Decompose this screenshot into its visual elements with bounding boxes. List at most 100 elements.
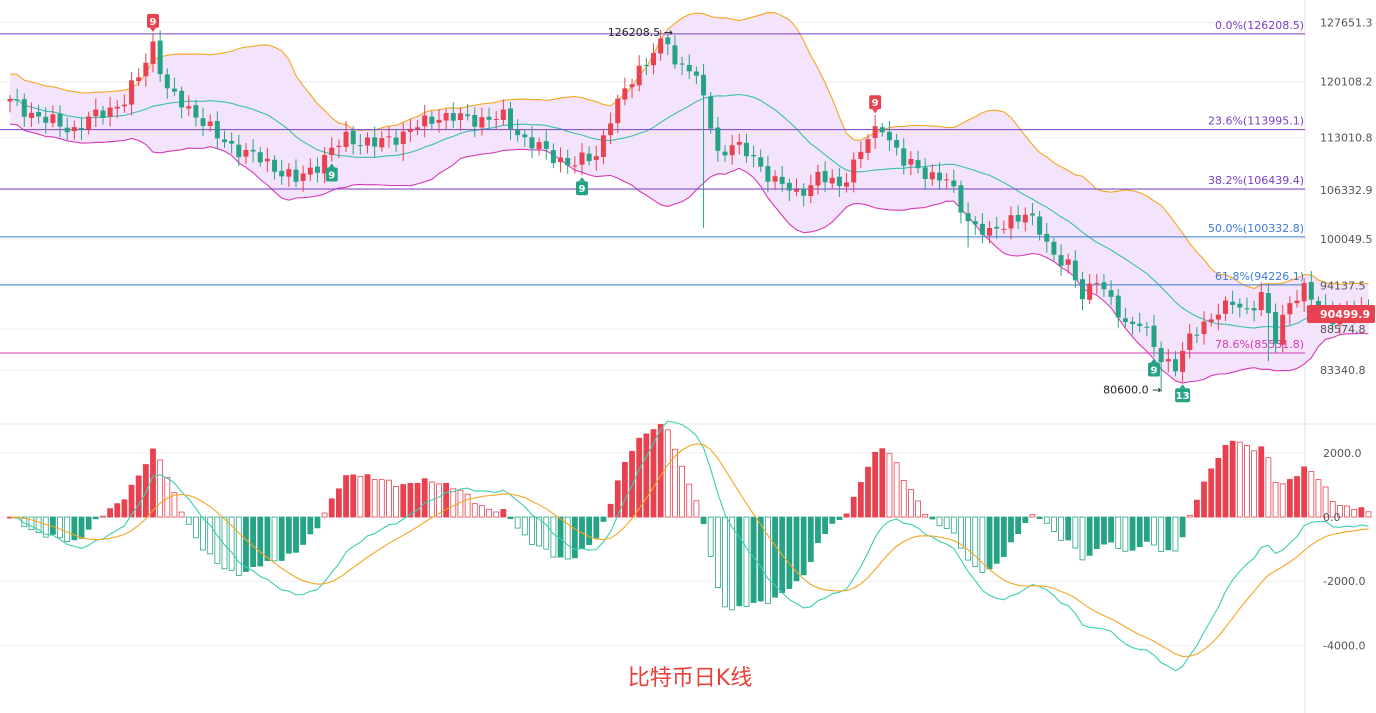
candle-body (200, 118, 206, 126)
fib-label: 23.6%(113995.1) (1208, 115, 1304, 128)
macd-histogram-bar (614, 480, 621, 518)
bollinger-bands (9, 12, 1369, 384)
macd-histogram-bar (593, 516, 600, 539)
candle-body (536, 142, 542, 149)
candle-body (236, 144, 242, 158)
candle-body (450, 113, 456, 121)
macd-histogram-bar (693, 500, 700, 518)
macd-histogram-bar (793, 516, 800, 582)
macd-histogram-bar (343, 475, 349, 518)
macd-histogram-bar (1008, 516, 1014, 543)
candle-body (1251, 308, 1257, 311)
candle-body (593, 156, 599, 160)
td-badge (147, 13, 159, 28)
candle-body (658, 38, 664, 54)
candle-body (1158, 348, 1164, 363)
candle-body (1037, 216, 1043, 235)
candle-body (350, 130, 356, 145)
candle-body (357, 145, 363, 147)
candle-body (572, 165, 578, 167)
macd-histogram-bar (986, 516, 993, 570)
macd-histogram-bar (393, 485, 400, 518)
candle-body (672, 45, 678, 65)
td-sequential-markers: 9 9 9 9 9 13 (147, 13, 1191, 403)
candle-body (465, 114, 471, 117)
macd-histogram-bar (786, 516, 793, 589)
candle-body (436, 119, 442, 123)
candle-body (622, 88, 628, 100)
macd-histogram-bar (157, 459, 164, 518)
macd-histogram-bar (1329, 501, 1336, 518)
band-upper-line (9, 12, 1369, 290)
macd-histogram-bar (536, 516, 542, 547)
candle-body (193, 105, 199, 118)
candle-body (1165, 359, 1171, 362)
macd-histogram-bar (257, 516, 264, 567)
price-axis-tick: 88574.8 (1320, 323, 1366, 336)
macd-histogram-bar (321, 512, 328, 518)
candle-body (765, 166, 771, 182)
candle-body (186, 106, 192, 109)
macd-histogram-bar (1058, 516, 1064, 541)
macd-histogram-bar (1015, 516, 1022, 535)
candle-body (515, 129, 521, 136)
macd-histogram-bar (464, 493, 471, 518)
candle-body (965, 213, 971, 222)
macd-histogram-bar (478, 505, 485, 518)
macd-histogram-bar (1236, 441, 1243, 518)
macd-axis-tick: 0.0 (1323, 511, 1341, 524)
macd-histogram-bar (1136, 516, 1143, 548)
candle-body (229, 140, 235, 144)
td-badge (1148, 362, 1160, 377)
macd-histogram-bar (278, 516, 285, 561)
candle-body (979, 223, 985, 235)
macd-histogram-bar (71, 516, 78, 541)
macd-histogram-bar (243, 516, 249, 572)
macd-histogram-bar (1358, 507, 1365, 518)
macd-histogram-bar (1129, 516, 1136, 551)
fib-label: 38.2%(106439.4) (1208, 174, 1304, 187)
macd-histogram-bar (1194, 499, 1200, 518)
macd-histogram-bar (350, 474, 357, 518)
candle-body (801, 188, 807, 196)
macd-histogram-bar (1108, 516, 1114, 543)
macd-dif-line (9, 420, 1369, 672)
macd-histogram-bar (1258, 446, 1265, 518)
macd-histogram-bar (443, 482, 450, 518)
candle-body (386, 136, 392, 138)
candle-body (179, 90, 185, 108)
candle-body (865, 139, 871, 153)
candle-body (715, 127, 721, 151)
macd-histogram-bar (714, 516, 721, 588)
candle-body (222, 139, 227, 143)
candle-body (522, 134, 528, 138)
candle-body (43, 116, 49, 123)
candle-body (579, 152, 585, 165)
candle-body (693, 71, 699, 76)
macd-histogram-bar (128, 484, 135, 518)
macd-histogram-bar (1351, 509, 1358, 518)
macd-histogram-bar (171, 492, 178, 518)
macd-histogram-bar (42, 516, 49, 538)
candle-body (815, 171, 821, 186)
candle-body (636, 65, 642, 86)
candle-body (1273, 311, 1279, 344)
macd-histogram-bar (729, 516, 736, 611)
candle-body (786, 182, 792, 191)
candle-body (1122, 318, 1128, 323)
candle-body (736, 141, 742, 145)
candle-body (1051, 241, 1057, 255)
macd-histogram-bar (1201, 481, 1207, 518)
candle-body (565, 158, 571, 166)
chart-caption: 比特币日K线 (627, 666, 753, 691)
candle-body (493, 119, 499, 121)
candle-body (379, 138, 385, 148)
candle-body (293, 169, 299, 182)
candle-body (701, 74, 707, 96)
macd-histogram-bar (285, 516, 292, 554)
candle-body (808, 185, 814, 197)
td-badge-pointer (1151, 358, 1157, 363)
macd-histogram-bar (493, 511, 500, 518)
candle-body (372, 137, 378, 147)
candle-body (1294, 300, 1300, 304)
